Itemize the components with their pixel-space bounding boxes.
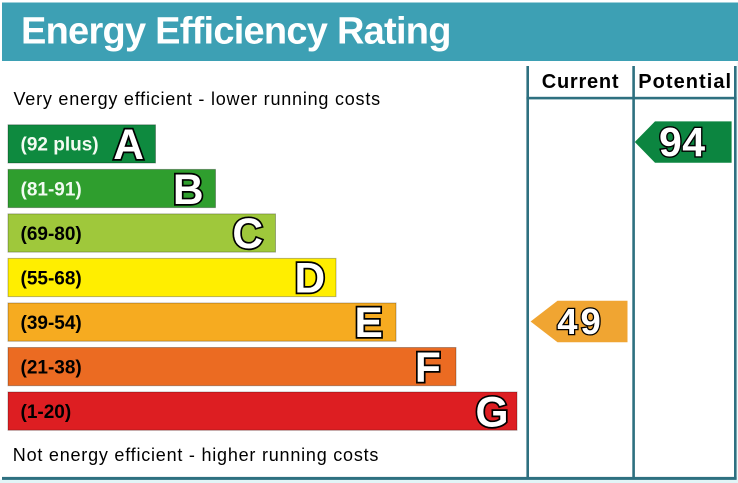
svg-text:F: F — [415, 345, 441, 392]
svg-text:49: 49 — [557, 301, 604, 342]
svg-text:C: C — [232, 211, 263, 258]
svg-text:Current: Current — [542, 71, 619, 93]
svg-text:E: E — [355, 300, 383, 347]
svg-text:(55-68): (55-68) — [21, 268, 82, 289]
svg-text:(39-54): (39-54) — [21, 313, 82, 334]
svg-text:Not energy efficient - higher: Not energy efficient - higher running co… — [13, 445, 379, 465]
svg-text:D: D — [295, 256, 326, 303]
svg-text:(21-38): (21-38) — [21, 357, 82, 378]
svg-text:(81-91): (81-91) — [21, 179, 82, 200]
svg-text:B: B — [173, 167, 204, 214]
svg-text:Energy Efficiency Rating: Energy Efficiency Rating — [21, 11, 451, 53]
svg-text:Very energy efficient - lower: Very energy efficient - lower running co… — [14, 89, 381, 109]
svg-text:A: A — [113, 122, 144, 169]
svg-text:(92 plus): (92 plus) — [21, 135, 99, 156]
svg-text:Potential: Potential — [638, 71, 732, 93]
svg-text:94: 94 — [659, 119, 706, 165]
svg-text:(69-80): (69-80) — [21, 224, 82, 245]
svg-text:(1-20): (1-20) — [21, 402, 72, 423]
svg-text:G: G — [475, 389, 508, 436]
